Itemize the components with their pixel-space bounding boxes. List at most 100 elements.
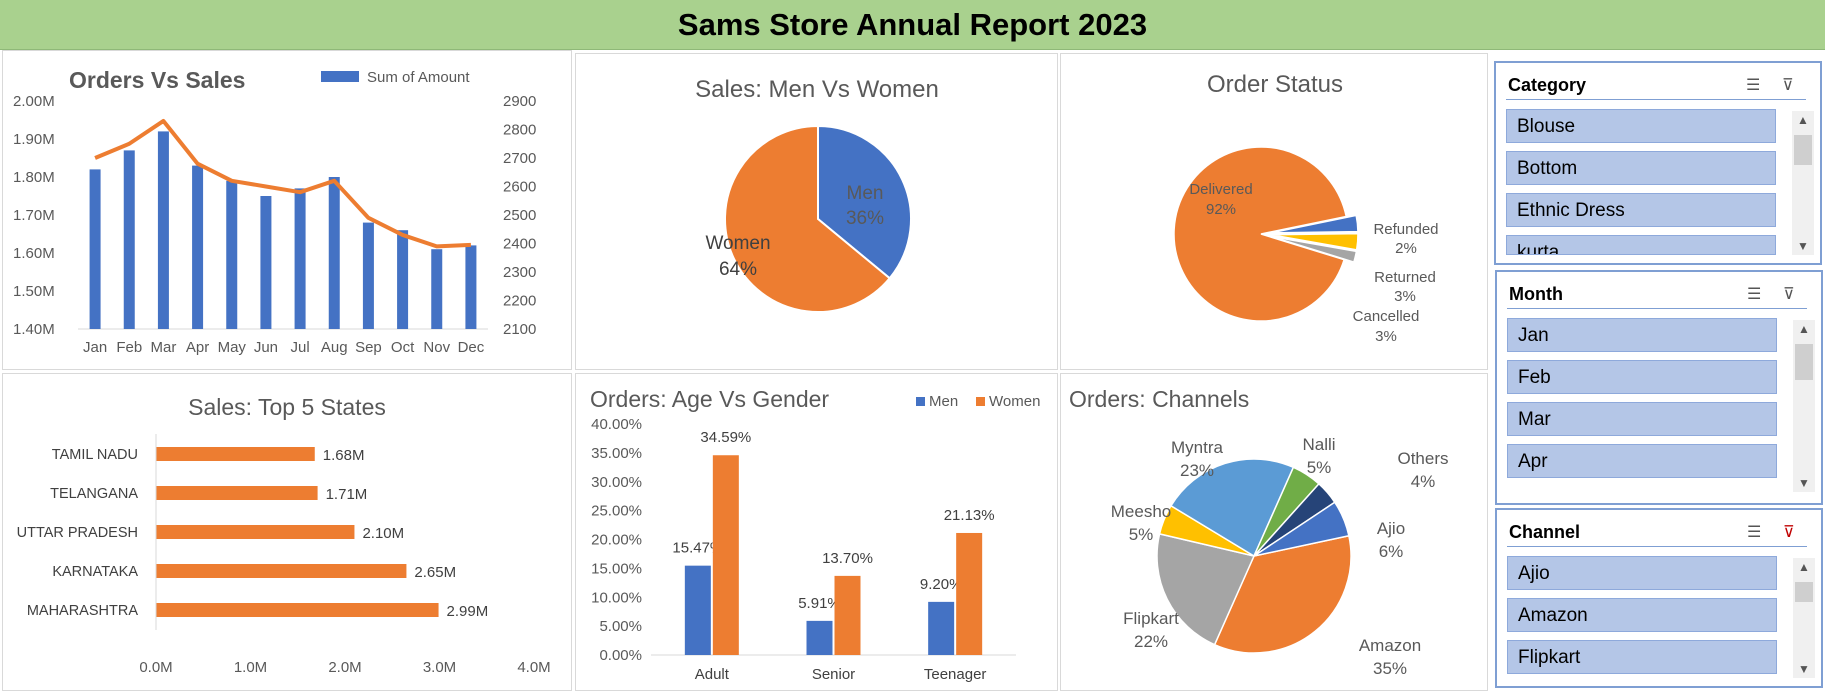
scroll-down-icon[interactable]: ▼ <box>1797 239 1809 253</box>
data-label-adult-women: 34.59% <box>700 429 751 446</box>
bar-sep <box>362 222 374 329</box>
slice-value-men: 36% <box>846 208 884 229</box>
slicer-item-blouse[interactable]: Blouse <box>1506 109 1776 143</box>
value-label-maharashtra: 2.99M <box>447 603 489 620</box>
y-tick-karnataka: KARNATAKA <box>52 564 138 580</box>
multi-select-icon[interactable]: ☰ <box>1746 77 1761 94</box>
bar-jun <box>260 196 272 329</box>
channel-slicer[interactable]: Channel ☰ ⊽ Ajio Amazon Flipkart ▲ ▼ <box>1495 508 1823 688</box>
slice-value-returned: 3% <box>1394 288 1416 305</box>
multi-select-icon[interactable]: ☰ <box>1747 286 1762 303</box>
x-tick: 1.0M <box>234 659 267 676</box>
clear-filter-icon[interactable]: ⊽ <box>1783 524 1795 541</box>
orders-vs-sales-svg: Orders Vs Sales Sum of Amount 1.40M 1.50M 1.… <box>13 67 536 356</box>
x-tick-feb: Feb <box>116 339 142 356</box>
right-axis-tick: 2900 <box>503 93 536 110</box>
bar-senior-women <box>834 575 861 655</box>
top-5-states-svg: Sales: Top 5 States TAMIL NADU 1.68M TELANG… <box>17 394 551 676</box>
slicer-item-ajio[interactable]: Ajio <box>1507 556 1777 590</box>
age-vs-gender-svg: Orders: Age Vs Gender Men Women 0.00% 5.00% 1… <box>590 386 1040 683</box>
y-tick-maharashtra: MAHARASHTRA <box>27 603 139 619</box>
right-axis-tick: 2600 <box>503 179 536 196</box>
data-label-teenager-men: 9.20% <box>920 576 963 593</box>
scroll-up-icon[interactable]: ▲ <box>1797 113 1809 127</box>
channel-scrollbar[interactable]: ▲ ▼ <box>1793 558 1815 678</box>
scroll-down-icon[interactable]: ▼ <box>1798 476 1810 490</box>
category-slicer-header: Category ☰ ⊽ <box>1506 71 1806 100</box>
orders-line <box>94 118 471 249</box>
right-axis-tick: 2700 <box>503 150 536 167</box>
slice-label-myntra: Myntra <box>1171 438 1224 457</box>
slice-label-nalli: Nalli <box>1302 435 1335 454</box>
y-tick-telangana: TELANGANA <box>50 486 138 502</box>
legend-label-women: Women <box>989 393 1040 410</box>
orders-vs-sales-chart: Orders Vs Sales Sum of Amount 1.40M 1.50M 1.… <box>2 50 572 370</box>
bar-teenager-men <box>928 601 955 655</box>
data-label-adult-men: 15.47% <box>672 540 723 557</box>
bar-feb <box>123 150 135 329</box>
multi-select-icon[interactable]: ☰ <box>1747 524 1762 541</box>
y-tick: 0.00% <box>599 647 642 664</box>
left-axis-tick: 1.80M <box>13 169 55 186</box>
x-tick-jun: Jun <box>254 339 278 356</box>
pie-slice-returned <box>1270 232 1359 251</box>
x-tick: 0.0M <box>139 659 172 676</box>
slice-label-ajio: Ajio <box>1377 519 1405 538</box>
left-axis-tick: 1.40M <box>13 321 55 338</box>
slice-value-others: 4% <box>1411 472 1436 491</box>
slicer-item-ethnic-dress[interactable]: Ethnic Dress <box>1506 193 1776 227</box>
slice-label-others: Others <box>1397 449 1448 468</box>
x-tick-sep: Sep <box>355 339 382 356</box>
slicer-item-flipkart[interactable]: Flipkart <box>1507 640 1777 674</box>
pie-slice-cancelled <box>1270 214 1359 234</box>
bar-nov <box>431 249 443 329</box>
clear-filter-icon[interactable]: ⊽ <box>1783 286 1795 303</box>
order-status-chart: Order Status Delivered 92% Refunded 2% Return… <box>1060 53 1488 370</box>
slice-value-amazon: 35% <box>1373 659 1407 678</box>
y-tick-tamil-nadu: TAMIL NADU <box>52 447 138 463</box>
slicer-item-jan[interactable]: Jan <box>1507 318 1777 352</box>
slice-value-myntra: 23% <box>1180 461 1214 480</box>
scroll-thumb[interactable] <box>1795 582 1813 602</box>
value-label-tamil-nadu: 1.68M <box>323 447 365 464</box>
x-tick: 3.0M <box>423 659 456 676</box>
sales-men-women-chart: Sales: Men Vs Women Men 36% Women 64% <box>575 53 1058 370</box>
right-axis-tick: 2300 <box>503 264 536 281</box>
month-scrollbar[interactable]: ▲ ▼ <box>1793 320 1815 492</box>
y-tick: 10.00% <box>591 589 642 606</box>
slicer-item-mar[interactable]: Mar <box>1507 402 1777 436</box>
pie-slice-delivered <box>1173 146 1348 322</box>
scroll-up-icon[interactable]: ▲ <box>1798 560 1810 574</box>
left-axis-tick: 1.50M <box>13 283 55 300</box>
bar-teenager-women <box>956 532 983 655</box>
bar-jan <box>89 169 101 329</box>
slicer-item-apr[interactable]: Apr <box>1507 444 1777 478</box>
slice-label-amazon: Amazon <box>1359 636 1421 655</box>
slice-value-meesho: 5% <box>1129 525 1154 544</box>
month-slicer[interactable]: Month ☰ ⊽ Jan Feb Mar Apr ▲ ▼ <box>1495 270 1823 505</box>
age-vs-gender-chart: Orders: Age Vs Gender Men Women 0.00% 5.00% 1… <box>575 373 1058 691</box>
x-tick-jul: Jul <box>290 339 309 356</box>
slicer-item-amazon[interactable]: Amazon <box>1507 598 1777 632</box>
x-tick-adult: Adult <box>695 666 730 683</box>
bar-aug <box>328 177 340 329</box>
clear-filter-icon[interactable]: ⊽ <box>1782 77 1794 94</box>
category-slicer[interactable]: Category ☰ ⊽ Blouse Bottom Ethnic Dress … <box>1494 61 1822 265</box>
slice-value-women: 64% <box>719 259 757 280</box>
scroll-down-icon[interactable]: ▼ <box>1798 662 1810 676</box>
bar-mar <box>157 131 169 329</box>
x-tick-may: May <box>218 339 247 356</box>
slicer-item-kurta[interactable]: kurta <box>1506 235 1776 255</box>
slicer-item-feb[interactable]: Feb <box>1507 360 1777 394</box>
sales-men-women-svg: Sales: Men Vs Women Men 36% Women 64% <box>695 76 939 313</box>
legend-swatch <box>321 71 359 82</box>
category-scrollbar[interactable]: ▲ ▼ <box>1792 111 1814 255</box>
slice-label-women: Women <box>705 233 770 254</box>
x-tick: 2.0M <box>328 659 361 676</box>
scroll-up-icon[interactable]: ▲ <box>1798 322 1810 336</box>
scroll-thumb[interactable] <box>1795 344 1813 380</box>
slice-value-flipkart: 22% <box>1134 632 1168 651</box>
scroll-thumb[interactable] <box>1794 135 1812 165</box>
order-status-svg: Order Status Delivered 92% Refunded 2% Return… <box>1173 71 1439 345</box>
slicer-item-bottom[interactable]: Bottom <box>1506 151 1776 185</box>
